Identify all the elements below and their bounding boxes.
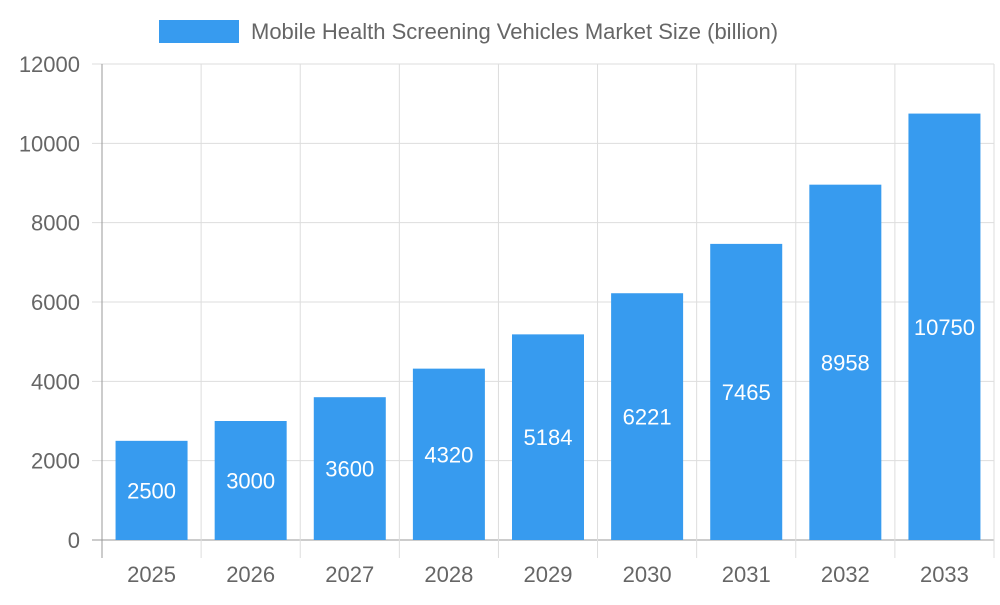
data-label: 6221: [623, 405, 672, 430]
data-label: 5184: [524, 425, 573, 450]
data-label: 4320: [424, 442, 473, 467]
x-tick-label: 2026: [226, 562, 275, 587]
y-tick-label: 6000: [31, 290, 80, 315]
bar: [313, 397, 386, 540]
y-tick-label: 0: [68, 528, 80, 553]
bar: [611, 293, 684, 540]
bar: [908, 113, 981, 540]
bar: [412, 368, 485, 540]
data-label: 8958: [821, 350, 870, 375]
x-tick-label: 2029: [524, 562, 573, 587]
y-tick-label: 4000: [31, 369, 80, 394]
y-tick-label: 8000: [31, 211, 80, 236]
data-label: 2500: [127, 478, 176, 503]
y-tick-label: 12000: [19, 52, 80, 77]
bars: 2500 3000 3600 4320 5184 6221 7465 8958 10750: [115, 113, 981, 540]
bar: [710, 243, 783, 540]
x-tick-label: 2031: [722, 562, 771, 587]
x-tick-label: 2025: [127, 562, 176, 587]
bar: [115, 440, 188, 540]
x-tick-label: 2032: [821, 562, 870, 587]
x-tick-label: 2028: [424, 562, 473, 587]
legend-swatch: [159, 20, 239, 43]
data-label: 3000: [226, 469, 275, 494]
data-label: 3600: [325, 457, 374, 482]
legend[interactable]: Mobile Health Screening Vehicles Market …: [159, 19, 778, 44]
data-label: 10750: [914, 315, 975, 340]
x-tick-label: 2030: [623, 562, 672, 587]
grid: [92, 63, 995, 558]
bar: [512, 334, 584, 540]
x-tick-label: 2033: [920, 562, 969, 587]
x-tick-label: 2027: [325, 562, 374, 587]
y-tick-label: 2000: [31, 449, 80, 474]
data-label: 7465: [722, 380, 771, 405]
y-tick-label: 10000: [19, 131, 80, 156]
legend-label: Mobile Health Screening Vehicles Market …: [251, 19, 778, 44]
bar: [809, 184, 882, 540]
axes: 0 2000 4000 6000 8000 10000 12000 2025 2026 2027 2…: [19, 52, 969, 587]
bar: [214, 421, 287, 540]
